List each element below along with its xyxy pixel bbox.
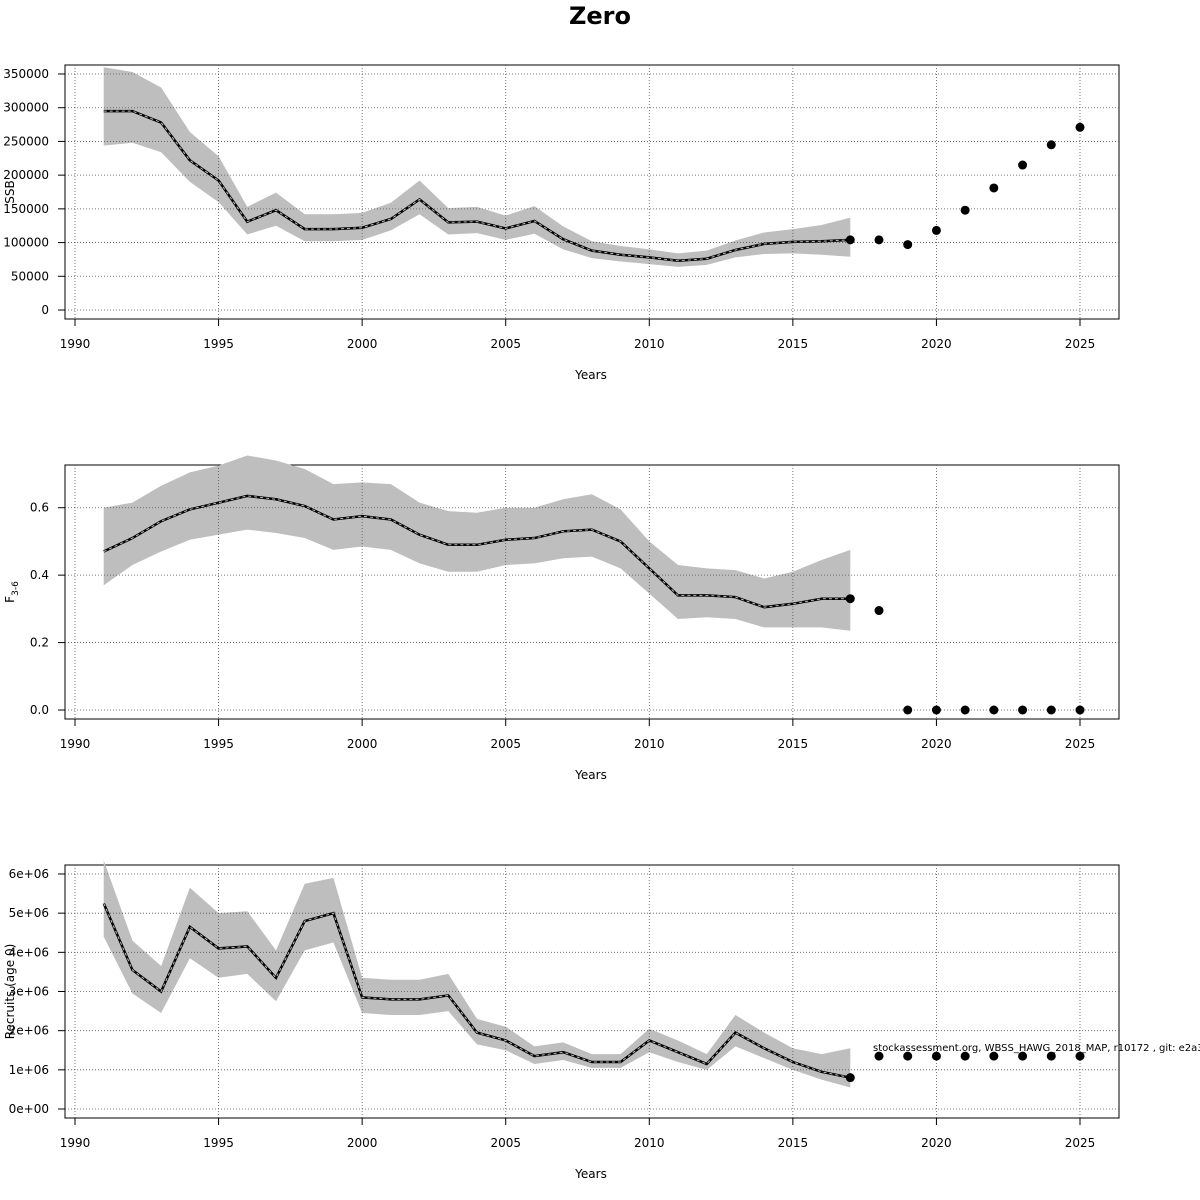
y-tick-label: 200000 (3, 168, 49, 182)
x-tick-label: 2015 (778, 1136, 809, 1150)
forecast-point (1018, 705, 1028, 715)
forecast-point (931, 225, 941, 235)
y-tick-label: 350000 (3, 67, 49, 81)
forecast-point (903, 240, 913, 250)
forecast-point (960, 205, 970, 215)
estimate-line-dash (103, 110, 851, 262)
forecast-point (845, 594, 855, 604)
x-tick-label: 2025 (1065, 737, 1096, 751)
provenance-annotation: stockassessment.org, WBSS_HAWG_2018_MAP,… (873, 1043, 1200, 1054)
x-tick-label: 2020 (921, 337, 952, 351)
x-axis-label: Years (574, 768, 607, 782)
y-axis-label-main: F (3, 596, 17, 603)
x-tick-label: 1990 (60, 1136, 91, 1150)
x-tick-label: 2010 (634, 1136, 665, 1150)
x-tick-label: 1990 (60, 337, 91, 351)
y-tick-label: 0.4 (30, 568, 49, 582)
forecast-point (989, 1051, 999, 1061)
forecast-point (1075, 122, 1085, 132)
y-tick-label: 4e+06 (9, 945, 49, 959)
forecast-point (874, 606, 884, 616)
y-tick-label: 0 (41, 303, 49, 317)
y-axis-label-main: Recruits (age 0) (3, 944, 17, 1040)
panel-2: 1990 1995 2000 2005 2010 2015 2020 2025 0.0 0.2 0.… (3, 455, 1120, 782)
panel-1: 1990 1995 2000 2005 2010 2015 2020 2025 0 50000 10… (3, 64, 1120, 382)
x-tick-label: 2005 (490, 337, 521, 351)
y-axis-label: Recruits (age 0) (3, 944, 17, 1040)
x-tick-label: 2025 (1065, 1136, 1096, 1150)
x-tick-label: 1995 (203, 337, 234, 351)
y-tick-label: 100000 (3, 236, 49, 250)
forecast-point (989, 183, 999, 193)
y-tick-label: 5e+06 (9, 906, 49, 920)
y-axis-label-sub: 3-6 (11, 581, 21, 596)
x-tick-label: 2020 (921, 1136, 952, 1150)
panel-3: 1990 1995 2000 2005 2010 2015 2020 2025 0e+00 1e+… (3, 860, 1120, 1181)
y-tick-label: 3e+06 (9, 985, 49, 999)
y-axis-label: F3-6 (3, 581, 21, 603)
confidence-band (103, 455, 851, 631)
y-axis-label: SSB (3, 180, 17, 203)
forecast-point (989, 705, 999, 715)
forecast-point (1018, 1051, 1028, 1061)
y-tick-label: 1e+06 (9, 1063, 49, 1077)
estimate-line-dash (103, 903, 851, 1079)
y-tick-label: 2e+06 (9, 1024, 49, 1038)
x-tick-label: 2010 (634, 337, 665, 351)
forecast-point (1046, 140, 1056, 150)
forecast-point (845, 1073, 855, 1083)
forecast-point (874, 235, 884, 245)
x-tick-label: 2025 (1065, 337, 1096, 351)
x-tick-label: 2000 (347, 1136, 378, 1150)
confidence-band (103, 860, 851, 1088)
x-tick-label: 2005 (490, 1136, 521, 1150)
main-title: Zero (569, 2, 631, 30)
forecast-point (931, 705, 941, 715)
forecast-point (960, 705, 970, 715)
x-tick-label: 2010 (634, 737, 665, 751)
y-tick-label: 6e+06 (9, 867, 49, 881)
estimate-line-dash (103, 495, 851, 608)
forecast-point (1075, 705, 1085, 715)
y-axis-label-main: SSB (3, 180, 17, 203)
forecast-point (1018, 160, 1028, 170)
forecast-point (845, 235, 855, 245)
forecast-point (1046, 1051, 1056, 1061)
plot-frame (64, 64, 1120, 320)
x-axis-label: Years (574, 1167, 607, 1181)
confidence-band (103, 67, 851, 267)
forecast-point (874, 1051, 884, 1061)
y-tick-label: 0.6 (30, 501, 49, 515)
forecast-point (903, 705, 913, 715)
x-tick-label: 2000 (347, 337, 378, 351)
plot-frame (64, 864, 1120, 1119)
y-tick-label: 0.2 (30, 636, 49, 650)
x-tick-label: 2015 (778, 737, 809, 751)
x-tick-label: 1995 (203, 737, 234, 751)
x-tick-label: 1995 (203, 1136, 234, 1150)
forecast-point (1046, 705, 1056, 715)
y-tick-label: 150000 (3, 202, 49, 216)
y-tick-label: 0.0 (30, 703, 49, 717)
forecast-point (931, 1051, 941, 1061)
forecast-point (960, 1051, 970, 1061)
y-tick-label: 250000 (3, 134, 49, 148)
x-tick-label: 2005 (490, 737, 521, 751)
y-tick-label: 50000 (11, 269, 49, 283)
x-tick-label: 1990 (60, 737, 91, 751)
panels: 1990 1995 2000 2005 2010 2015 2020 2025 0 50000 10… (3, 64, 1120, 1181)
plot-frame (64, 464, 1120, 720)
x-tick-label: 2000 (347, 737, 378, 751)
forecast-point (903, 1051, 913, 1061)
y-tick-label: 300000 (3, 101, 49, 115)
x-tick-label: 2020 (921, 737, 952, 751)
x-axis-label: Years (574, 368, 607, 382)
forecast-point (1075, 1051, 1085, 1061)
x-tick-label: 2015 (778, 337, 809, 351)
y-tick-label: 0e+00 (9, 1102, 49, 1116)
